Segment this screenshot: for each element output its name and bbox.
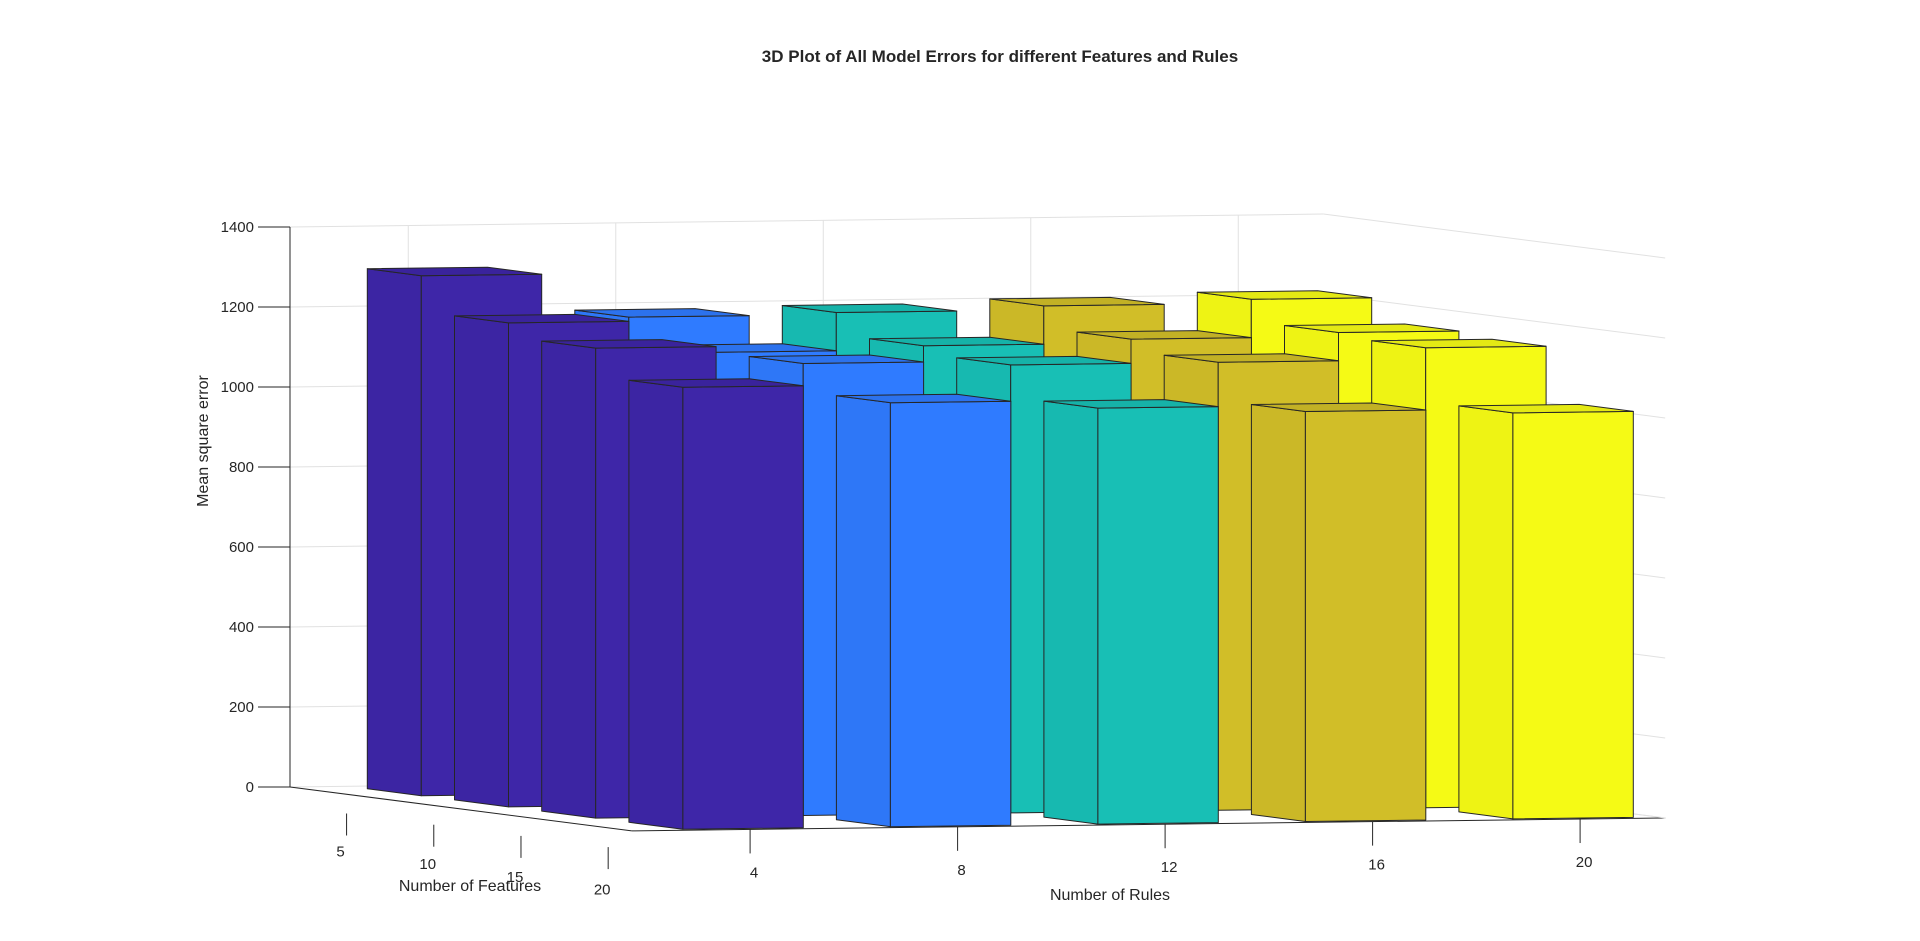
rules-tick-label-12: 12 <box>1161 859 1178 876</box>
features-tick-label-10: 10 <box>419 856 436 873</box>
x-axis-label: Number of Rules <box>1050 887 1170 904</box>
bar-top-face <box>1458 403 1634 414</box>
bar-top-face <box>1371 338 1547 349</box>
bar-top-face <box>1163 353 1340 363</box>
grid-line-side <box>1323 293 1666 339</box>
bar-r12-f20 <box>1043 399 1219 825</box>
z-tick-label-200: 200 <box>229 699 254 716</box>
bar-side-face <box>454 315 509 808</box>
z-tick-label-400: 400 <box>229 619 254 636</box>
features-axis-line <box>289 786 632 832</box>
bar-top-face <box>1196 290 1373 300</box>
bar-front-face <box>1512 410 1634 820</box>
bar-top-face <box>1250 402 1427 412</box>
bar-top-face <box>989 296 1165 307</box>
z-axis-label: Mean square error <box>195 375 212 507</box>
bar-r4-f20 <box>628 378 804 830</box>
bar-front-face <box>1304 409 1427 822</box>
rules-tick-label-8: 8 <box>957 862 965 879</box>
bar-top-face <box>454 313 630 324</box>
bar-top-face <box>748 354 925 364</box>
rules-axis-line <box>631 817 1666 832</box>
bar-top-face <box>869 336 1045 347</box>
bar-side-face <box>1458 405 1514 820</box>
rules-tick-label-20: 20 <box>1576 854 1593 871</box>
rules-tick-label-4: 4 <box>750 864 758 881</box>
bar-top-face <box>366 266 543 277</box>
z-tick-label-0: 0 <box>246 779 254 796</box>
bar-front-face <box>682 385 804 830</box>
features-tick-label-15: 15 <box>507 869 524 886</box>
bar-side-face <box>1043 400 1099 825</box>
bar-top-face <box>574 308 750 318</box>
z-tick-label-1200: 1200 <box>221 299 254 316</box>
z-tick-label-1000: 1000 <box>221 379 254 396</box>
bar-side-face <box>1250 404 1306 822</box>
bar-top-face <box>1284 323 1460 333</box>
bar-front-face <box>889 400 1012 828</box>
bar-front-face <box>1097 406 1219 825</box>
bar-top-face <box>781 303 958 313</box>
bar-layer <box>366 266 1634 830</box>
z-tick-label-800: 800 <box>229 459 254 476</box>
chart-title: 3D Plot of All Model Errors for differen… <box>762 47 1238 66</box>
bar-side-face <box>541 340 597 819</box>
grid-line-side <box>1323 213 1666 259</box>
z-tick-label-1400: 1400 <box>221 219 254 236</box>
grid-line-z-1400 <box>289 213 1324 228</box>
bar-top-face <box>956 355 1132 366</box>
y-axis-label: Number of Features <box>399 878 541 895</box>
features-tick-label-5: 5 <box>336 843 344 860</box>
bar-r16-f20 <box>1250 402 1427 822</box>
bar-top-face <box>1043 399 1219 409</box>
features-tick-label-20: 20 <box>594 882 611 899</box>
z-tick-label-600: 600 <box>229 539 254 556</box>
bar-top-face <box>1076 330 1252 340</box>
bar-top-face <box>835 393 1012 404</box>
bar-top-face <box>541 339 717 349</box>
bar-side-face <box>366 268 422 797</box>
bar-side-face <box>628 379 684 830</box>
rules-tick-label-16: 16 <box>1368 857 1385 874</box>
bar-side-face <box>835 395 891 828</box>
bar-r8-f20 <box>835 393 1012 828</box>
label-layer: 0 200 400 600 800 1000 1200 1400 5 10 15 20 4 8 12 16 20 <box>221 219 1593 899</box>
bar-r20-f20 <box>1458 403 1634 820</box>
bar-top-face <box>628 378 804 388</box>
